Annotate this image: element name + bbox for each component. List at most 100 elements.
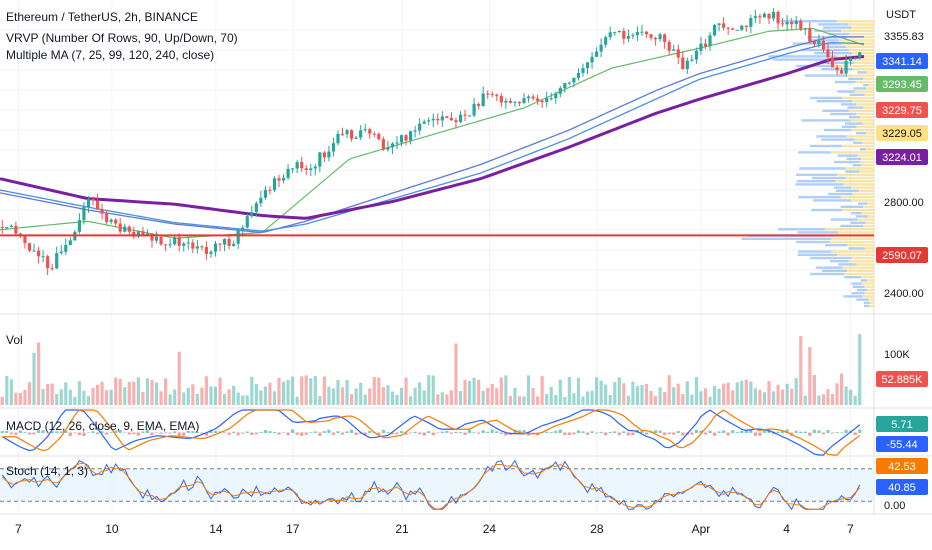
vp-bar-down xyxy=(840,29,874,32)
vp-bar-down xyxy=(848,48,874,52)
axis-unit-label: USDT xyxy=(886,9,916,21)
volume-bar xyxy=(776,384,780,405)
vp-bar-down xyxy=(863,224,874,228)
time-tick-label: 10 xyxy=(105,522,119,536)
candle-body xyxy=(46,256,50,269)
vp-bar-down xyxy=(836,253,874,256)
macd-histogram-bar xyxy=(263,429,267,433)
candle-body xyxy=(749,18,753,27)
macd-histogram-bar xyxy=(504,432,508,436)
vp-bar-down xyxy=(856,263,874,266)
macd-histogram-bar xyxy=(300,432,304,436)
macd-histogram-bar xyxy=(390,432,395,435)
time-axis: 7 10 14 17 21 24 28 Apr 4 7 xyxy=(15,522,854,536)
vp-bar-up xyxy=(852,285,865,288)
candle-body xyxy=(408,131,413,141)
macd-histogram-bar xyxy=(186,431,190,433)
macd-histogram-bar xyxy=(95,432,100,435)
vp-bar-down xyxy=(850,186,874,189)
macd-histogram-bar xyxy=(817,430,821,433)
macd-histogram-bar xyxy=(672,432,676,435)
macd-histogram-bar xyxy=(331,432,336,435)
volume-bar xyxy=(699,391,703,405)
candle-body xyxy=(363,129,367,131)
vp-bar-down xyxy=(857,218,874,221)
candle-body xyxy=(55,253,59,269)
vp-bar-down xyxy=(857,154,874,157)
volume-bars xyxy=(0,334,862,405)
vp-bar-down xyxy=(868,298,874,301)
candle-body xyxy=(735,29,739,31)
vp-bar-up xyxy=(844,276,862,279)
volume-bar xyxy=(173,389,177,405)
candle-body xyxy=(141,231,145,236)
macd-histogram-bar xyxy=(141,431,145,433)
volume-bar xyxy=(286,379,290,405)
vp-bar-up xyxy=(847,106,864,109)
volume-bar xyxy=(554,394,558,405)
macd-histogram-bar xyxy=(0,431,4,433)
candle-body xyxy=(681,57,685,70)
price-tick-label: 2400.00 xyxy=(884,288,924,300)
macd-histogram-bar xyxy=(227,432,231,435)
macd-histogram-bar xyxy=(740,430,744,433)
volume-bar xyxy=(508,395,512,405)
stoch-legend[interactable]: Stoch (14, 1, 3) xyxy=(6,464,89,478)
volume-bar xyxy=(268,382,272,405)
macd-histogram-bar xyxy=(395,432,399,435)
volume-last-badge: 52.885K xyxy=(882,374,924,386)
price-badge-bg xyxy=(876,53,928,69)
symbol-title[interactable]: Ethereum / TetherUS, 2h, BINANCE xyxy=(6,10,198,24)
macd-histogram-bar xyxy=(649,431,653,433)
vp-bar-up xyxy=(858,202,868,205)
volume-bar xyxy=(182,392,186,405)
vp-bar-up xyxy=(818,23,849,26)
candle-body xyxy=(254,203,258,213)
volume-bar xyxy=(381,387,385,405)
volume-bar xyxy=(118,378,122,405)
vp-bar-up xyxy=(840,205,864,208)
vp-bar-down xyxy=(847,244,874,247)
time-tick-label: 7 xyxy=(847,522,854,536)
ma-line-ma120 xyxy=(0,41,865,232)
candle-body xyxy=(9,225,13,228)
candle-body xyxy=(318,152,322,167)
vp-bar-up xyxy=(816,135,847,138)
volume-bar xyxy=(318,395,322,405)
volume-bar xyxy=(749,381,753,405)
volume-bar xyxy=(241,395,245,405)
vol-legend[interactable]: Vol xyxy=(6,333,23,347)
macd-histogram-bar xyxy=(159,432,163,434)
macd-histogram-bar xyxy=(354,432,358,436)
vrvp-legend[interactable]: VRVP (Number Of Rows, 90, Up/Down, 70) xyxy=(6,31,238,45)
macd-legend[interactable]: MACD (12, 26, close, 9, EMA, EMA) xyxy=(6,419,200,433)
candle-body xyxy=(86,198,91,207)
macd-histogram-bar xyxy=(595,432,599,434)
candle-body xyxy=(322,152,326,158)
macd-histogram-bar xyxy=(735,432,739,433)
macd-histogram-bar xyxy=(259,432,263,433)
vp-bar-down xyxy=(854,90,874,93)
vp-bar-down xyxy=(850,128,874,132)
volume-bar xyxy=(549,386,553,405)
vp-bar-down xyxy=(836,20,874,23)
volume-bar xyxy=(14,392,18,405)
candle-body xyxy=(381,139,385,150)
candle-body xyxy=(799,20,803,30)
volume-bar xyxy=(27,382,32,405)
macd-histogram-bar xyxy=(744,429,748,433)
candle-body xyxy=(803,28,807,30)
macd-histogram-bar xyxy=(77,432,81,435)
volume-bar xyxy=(50,383,54,405)
stoch-badge-bg xyxy=(876,479,928,495)
macd-histogram-bar xyxy=(821,432,826,435)
volume-bar xyxy=(817,395,821,405)
candle-body xyxy=(327,151,331,158)
candle-body xyxy=(554,93,558,99)
volume-bar xyxy=(690,394,694,405)
candle-body xyxy=(526,96,531,99)
ma-legend[interactable]: Multiple MA (7, 25, 99, 120, 240, close) xyxy=(6,48,215,62)
candle-body xyxy=(622,30,626,39)
volume-bar xyxy=(585,391,590,405)
